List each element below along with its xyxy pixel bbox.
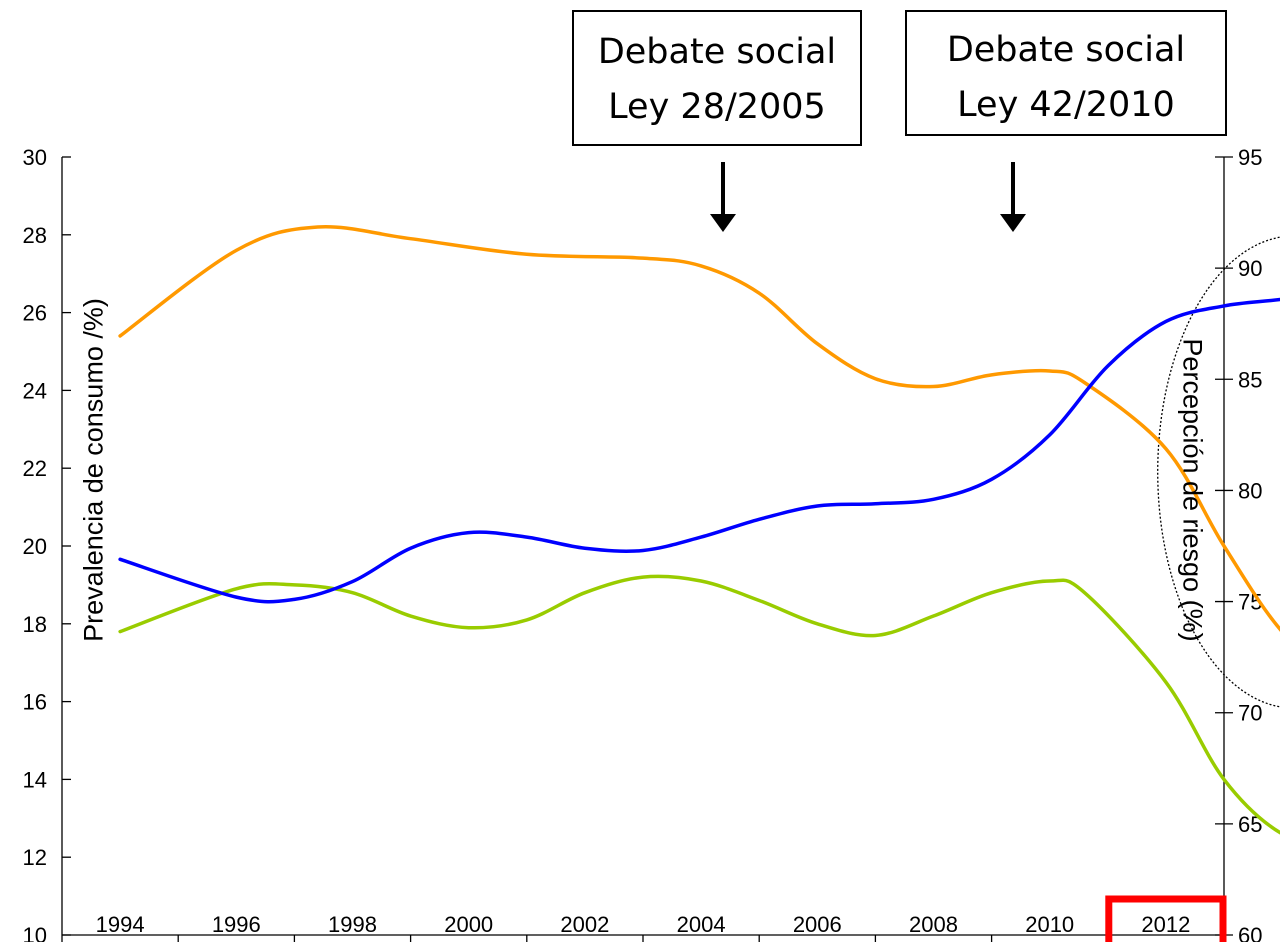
x-tick-label: 2008 [909, 912, 958, 937]
y-left-tick-label: 12 [23, 845, 47, 870]
arrows [710, 162, 1026, 232]
tick-labels: 1012141618202224262830606570758085909519… [23, 145, 1263, 942]
y-left-tick-label: 16 [23, 690, 47, 715]
series-group [118, 225, 1280, 835]
arrow-head-icon [710, 214, 736, 232]
y-left-tick-label: 28 [23, 223, 47, 248]
y-right-tick-label: 90 [1238, 256, 1262, 281]
y-right-tick-label: 70 [1238, 701, 1262, 726]
y-left-tick-label: 26 [23, 301, 47, 326]
highlight-2012-box [1105, 895, 1227, 942]
y-right-tick-label: 80 [1238, 478, 1262, 503]
x-tick-label: 2000 [444, 912, 493, 937]
y-left-tick-label: 24 [23, 378, 47, 403]
series-line-orange [118, 225, 1280, 632]
x-tick-label: 1996 [212, 912, 261, 937]
annotation-box-ley-42-2010: Debate social Ley 42/2010 [905, 10, 1227, 136]
y-axis-right-title: Percepción de riesgo (%) [1177, 338, 1208, 642]
axes [61, 156, 1233, 942]
annotation-line: Debate social [946, 30, 1186, 70]
y-left-tick-label: 10 [23, 923, 47, 942]
annotation-line: Ley 42/2010 [957, 85, 1175, 125]
y-axis-left-title: Prevalencia de consumo /%) [78, 298, 109, 642]
series-line-blue [118, 297, 1280, 604]
annotation-line: Debate social [597, 32, 837, 72]
y-left-tick-label: 18 [23, 612, 47, 637]
arrow-head-icon [1000, 214, 1026, 232]
y-left-tick-label: 20 [23, 534, 47, 559]
y-left-tick-label: 22 [23, 456, 47, 481]
y-right-tick-label: 60 [1238, 923, 1262, 942]
y-left-tick-label: 14 [23, 767, 47, 792]
y-left-tick-label: 30 [23, 145, 47, 170]
x-tick-label: 2004 [677, 912, 726, 937]
x-tick-label: 2012 [1141, 912, 1190, 937]
x-tick-label: 1998 [328, 912, 377, 937]
x-tick-label: 2010 [1025, 912, 1074, 937]
annotation-box-ley-28-2005: Debate social Ley 28/2005 [572, 10, 862, 146]
y-right-tick-label: 95 [1238, 145, 1262, 170]
x-tick-label: 2006 [793, 912, 842, 937]
series-line-green [118, 574, 1280, 835]
annotation-line: Ley 28/2005 [608, 87, 826, 127]
x-tick-label: 1994 [96, 912, 145, 937]
x-tick-label: 2002 [560, 912, 609, 937]
y-right-tick-label: 85 [1238, 367, 1262, 392]
